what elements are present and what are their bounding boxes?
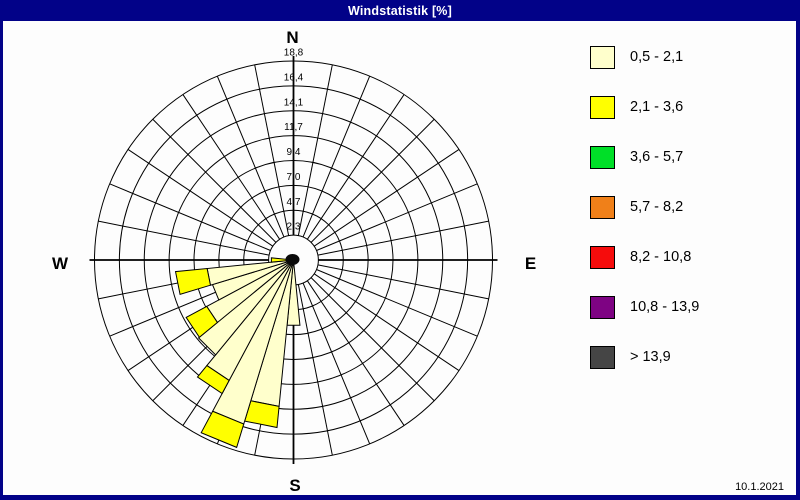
grid-spoke <box>310 118 435 243</box>
legend-swatch <box>590 345 615 369</box>
wind-rose-bar-class2 <box>196 364 230 395</box>
legend-swatch <box>590 145 615 169</box>
grid-spoke <box>313 273 460 371</box>
ring-value-label: 2,3 <box>287 222 301 233</box>
grid-spoke <box>254 64 290 236</box>
ring-value-label: 11,7 <box>284 122 303 133</box>
legend-item: 8,2 - 10,8 <box>590 245 691 269</box>
legend-item: 3,6 - 5,7 <box>590 145 683 169</box>
legend-label: 2,1 - 3,6 <box>630 99 684 115</box>
legend-item: > 13,9 <box>590 345 671 369</box>
legend-swatch <box>590 95 615 119</box>
wind-rose-bar-class2 <box>200 410 245 449</box>
compass-label-north: N <box>286 28 299 47</box>
grid-spoke <box>316 183 478 251</box>
wind-rose-bar-class2 <box>185 305 219 338</box>
legend-swatch <box>590 195 615 219</box>
legend-label: > 13,9 <box>630 349 671 365</box>
legend-item: 0,5 - 2,1 <box>590 45 683 69</box>
legend-swatch <box>590 295 615 319</box>
grid-spoke <box>182 94 281 240</box>
ring-value-label: 14,1 <box>284 97 304 108</box>
grid-spoke <box>152 118 277 243</box>
ring-value-label: 9,4 <box>287 147 301 158</box>
grid-spoke <box>306 94 405 240</box>
grid-spoke <box>302 75 371 238</box>
grid-spoke <box>306 280 405 426</box>
legend-label: 8,2 - 10,8 <box>630 249 692 265</box>
grid-spoke <box>109 183 271 251</box>
legend-item: 5,7 - 8,2 <box>590 195 683 219</box>
grid-spoke <box>297 64 333 236</box>
legend-label: 3,6 - 5,7 <box>630 149 684 165</box>
grid-spoke <box>216 75 285 238</box>
grid-spoke <box>317 264 489 300</box>
window-title: Windstatistik [%] <box>348 3 452 18</box>
legend-swatch <box>590 45 615 69</box>
compass-label-east: E <box>524 254 537 273</box>
grid-spoke <box>297 284 333 456</box>
wind-rose-bar-class2 <box>174 267 212 296</box>
compass-label-south: S <box>289 475 301 495</box>
legend-label: 5,7 - 8,2 <box>630 199 684 215</box>
center-stub-blob <box>285 254 300 265</box>
legend-swatch <box>590 245 615 269</box>
title-bar: Windstatistik [%] <box>0 0 800 21</box>
date-label: 10.1.2021 <box>735 481 784 493</box>
legend-label: 10,8 - 13,9 <box>630 299 700 315</box>
ring-value-label: 16,4 <box>284 72 304 83</box>
grid-spoke <box>317 220 489 256</box>
ring-value-label: 4,7 <box>287 197 301 208</box>
ring-value-label: 18,8 <box>284 48 304 59</box>
legend-label: 0,5 - 2,1 <box>630 49 684 65</box>
grid-spoke <box>310 277 435 402</box>
ring-value-label: 7,0 <box>287 172 301 183</box>
compass-label-west: W <box>51 253 69 273</box>
legend-item: 10,8 - 13,9 <box>590 295 699 319</box>
grid-spoke <box>127 149 274 247</box>
chart-area: 2,3 4,7 7,0 9,4 11,7 14,1 16,4 18,8 N E S W 0,5… <box>3 21 796 495</box>
grid-spoke <box>98 220 270 256</box>
grid-spoke <box>302 282 371 445</box>
grid-spoke <box>313 149 460 247</box>
legend-item: 2,1 - 3,6 <box>590 95 683 119</box>
grid-spoke <box>316 269 478 337</box>
